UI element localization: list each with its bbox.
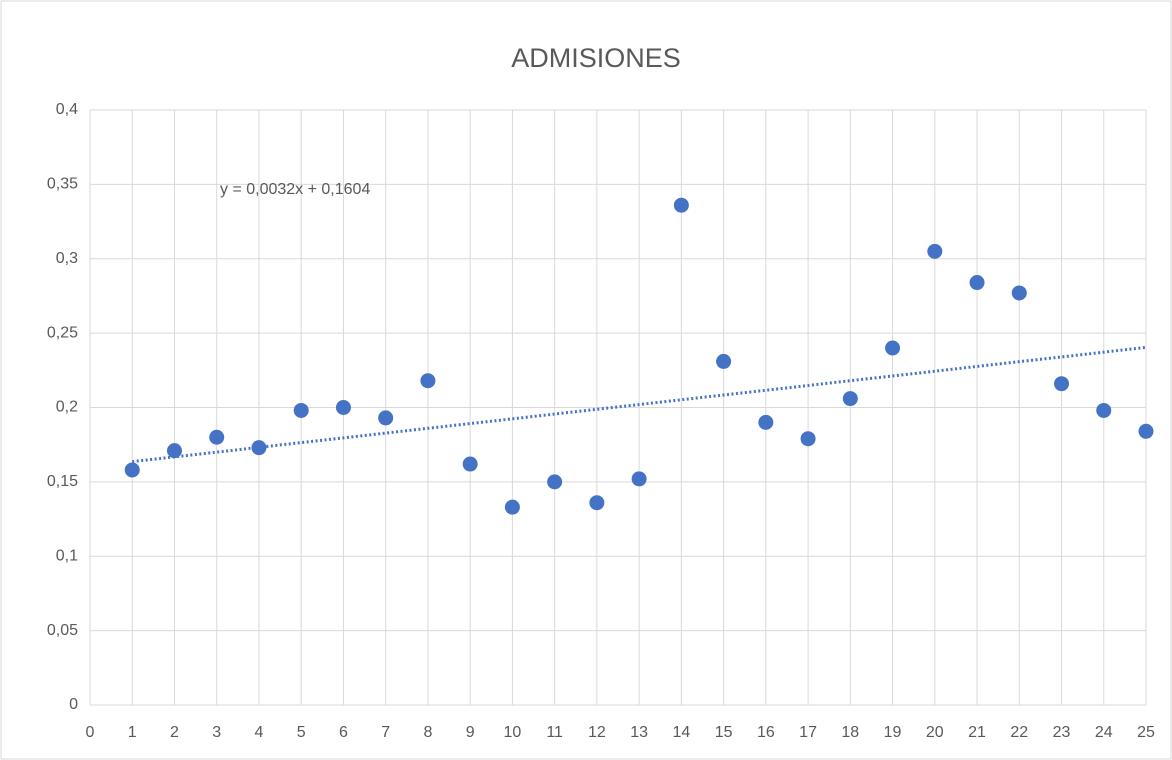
point <box>842 391 858 407</box>
point <box>800 431 816 447</box>
point <box>251 440 267 456</box>
trendline <box>132 345 1147 464</box>
point <box>1096 402 1112 418</box>
y-tick-label: 0 <box>69 696 78 713</box>
chart-title: ADMISIONES <box>511 43 681 73</box>
y-tick-label: 0,25 <box>47 324 78 341</box>
x-tick-label: 20 <box>926 724 944 741</box>
point <box>547 474 563 490</box>
x-tick-label: 13 <box>630 724 648 741</box>
y-tick-label: 0,1 <box>56 547 78 564</box>
point <box>716 353 732 369</box>
x-tick-label: 15 <box>715 724 733 741</box>
point <box>166 443 182 459</box>
point <box>927 243 943 259</box>
y-tick-label: 0,05 <box>47 622 78 639</box>
x-tick-label: 8 <box>423 724 432 741</box>
point <box>462 456 478 472</box>
x-tick-label: 9 <box>466 724 475 741</box>
x-tick-label: 16 <box>757 724 775 741</box>
x-tick-label: 12 <box>588 724 606 741</box>
x-tick-label: 23 <box>1053 724 1071 741</box>
x-tick-label: 19 <box>884 724 902 741</box>
y-tick-label: 0,2 <box>56 399 78 416</box>
x-tick-label: 5 <box>297 724 306 741</box>
x-tick-label: 24 <box>1095 724 1113 741</box>
point <box>420 373 436 389</box>
point <box>1054 376 1070 392</box>
point <box>969 275 985 291</box>
point <box>504 499 520 515</box>
x-tick-label: 2 <box>170 724 179 741</box>
point <box>758 414 774 430</box>
x-tick-label: 10 <box>504 724 522 741</box>
point <box>378 410 394 426</box>
point <box>885 340 901 356</box>
y-tick-label: 0,15 <box>47 473 78 490</box>
x-tick-label: 18 <box>841 724 859 741</box>
point <box>335 400 351 415</box>
x-tick-label: 22 <box>1010 724 1028 741</box>
point <box>124 462 140 478</box>
y-tick-label: 0,4 <box>56 101 78 118</box>
x-tick-label: 0 <box>86 724 95 741</box>
x-tick-label: 1 <box>128 724 137 741</box>
point <box>1011 285 1027 301</box>
x-tick-label: 21 <box>968 724 986 741</box>
point <box>631 471 647 487</box>
x-tick-label: 3 <box>212 724 221 741</box>
x-tick-label: 7 <box>381 724 390 741</box>
point <box>209 429 225 445</box>
y-tick-label: 0,3 <box>56 250 78 267</box>
y-tick-label: 0,35 <box>47 176 78 193</box>
x-tick-label: 6 <box>339 724 348 741</box>
x-tick-label: 17 <box>799 724 817 741</box>
x-tick-label: 25 <box>1137 724 1155 741</box>
point <box>1138 423 1154 439</box>
point <box>673 197 689 213</box>
x-tick-label: 4 <box>255 724 264 741</box>
x-tick-label: 14 <box>672 724 690 741</box>
point <box>293 402 309 418</box>
x-tick-label: 11 <box>546 724 563 741</box>
trendline-label: y = 0,0032x + 0,1604 <box>220 181 370 198</box>
point <box>589 495 605 511</box>
